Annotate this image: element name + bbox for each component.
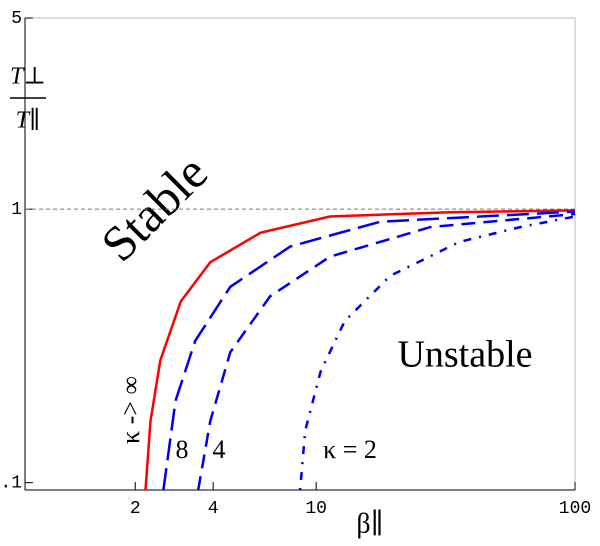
x-tick-label: 100 bbox=[559, 499, 591, 519]
curve-label: 4 bbox=[213, 435, 226, 464]
x-tick-label: 10 bbox=[305, 499, 327, 519]
y-label-numerator: T⊥ bbox=[10, 64, 46, 90]
plot-frame bbox=[24, 17, 576, 491]
curve bbox=[298, 215, 576, 491]
curve-label: κ = 2 bbox=[323, 435, 377, 464]
curve-label: 8 bbox=[176, 435, 189, 464]
x-label: β∥ bbox=[356, 508, 383, 539]
curve bbox=[144, 209, 576, 491]
x-tick-label: 4 bbox=[208, 499, 219, 519]
y-tick-label: 1 bbox=[11, 200, 22, 220]
region-label: Stable bbox=[90, 144, 218, 272]
curve bbox=[196, 212, 576, 491]
region-label: Unstable bbox=[397, 334, 532, 376]
y-tick-label: 0.1 bbox=[0, 473, 22, 493]
curve bbox=[162, 210, 576, 491]
y-tick-label: 5 bbox=[11, 9, 22, 29]
y-label-denominator: T∥ bbox=[16, 108, 40, 134]
x-tick-label: 2 bbox=[130, 499, 141, 519]
curve-label: κ -> ∞ bbox=[116, 376, 145, 444]
